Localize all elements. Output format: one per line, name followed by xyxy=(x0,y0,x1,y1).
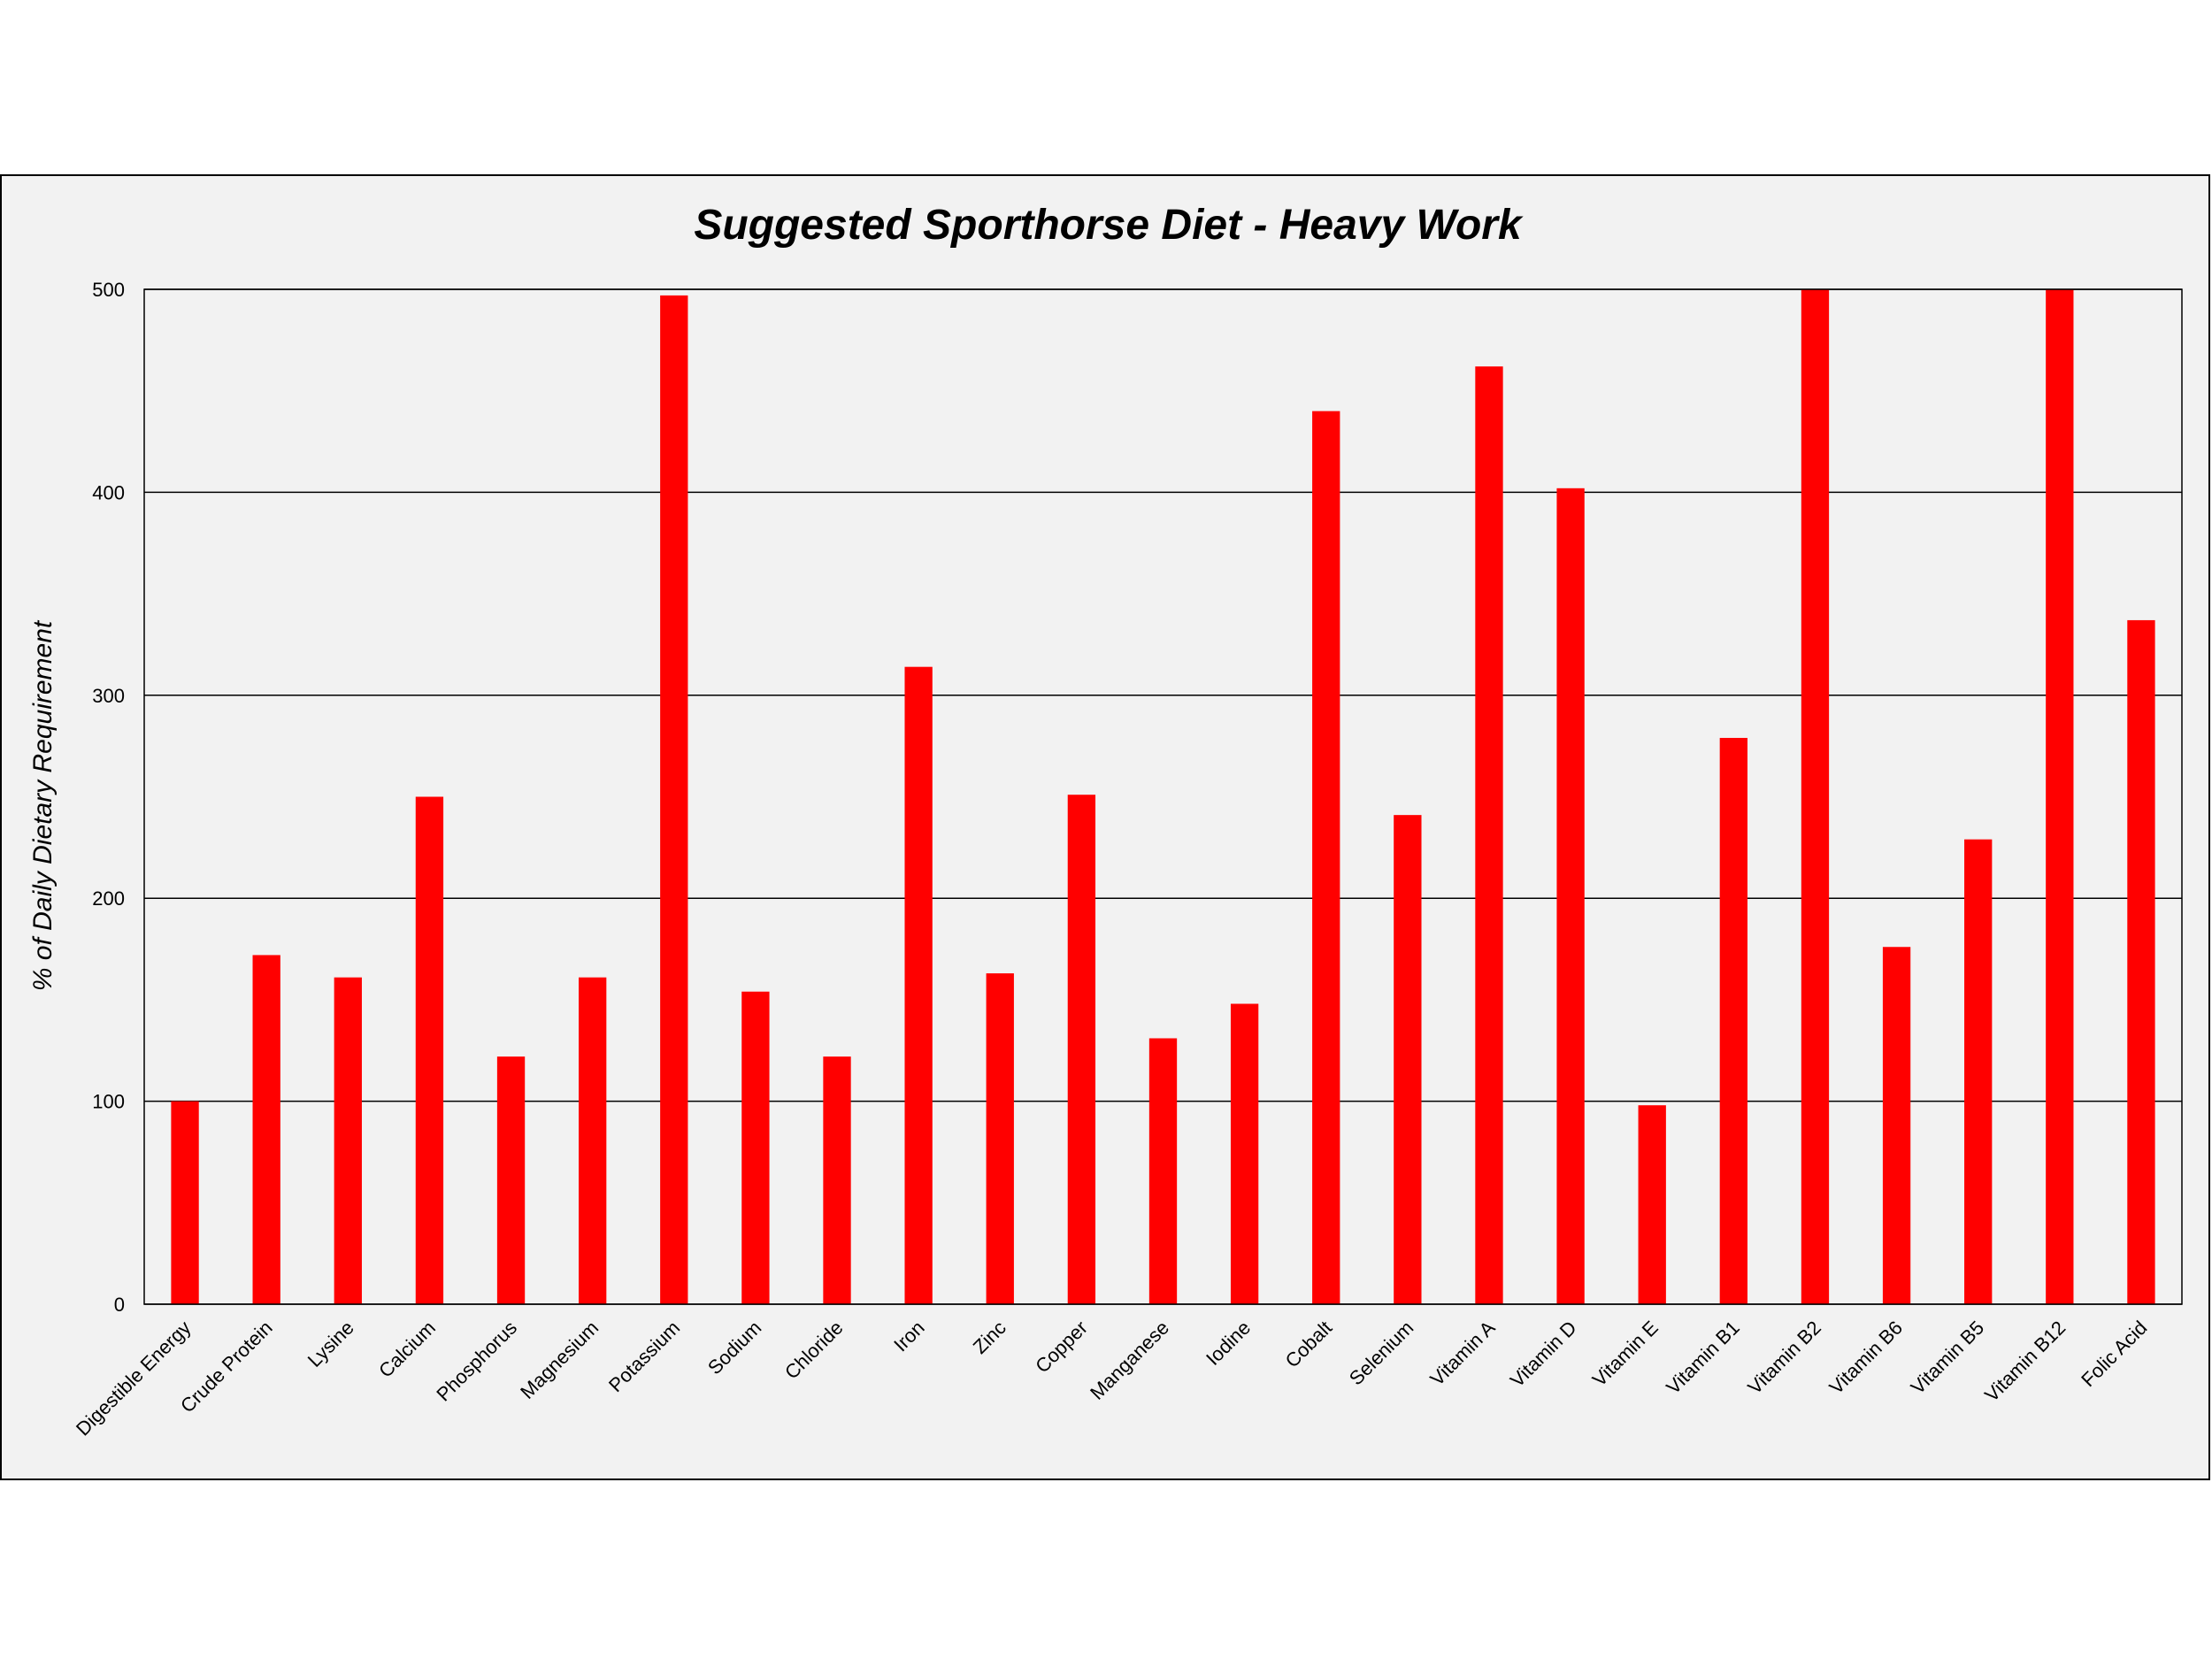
bar-lysine xyxy=(334,977,362,1304)
bar-vitamin-b5 xyxy=(1964,839,1993,1304)
bar-digestible-energy xyxy=(171,1101,199,1304)
x-tick-label: Vitamin B6 xyxy=(1824,1317,1907,1399)
x-tick-label: Potassium xyxy=(604,1317,684,1396)
x-tick-label: Chloride xyxy=(780,1317,848,1384)
y-tick-label: 400 xyxy=(92,481,125,503)
bar-zinc xyxy=(986,973,1014,1304)
x-tick-label: Vitamin B12 xyxy=(1980,1317,2070,1406)
x-tick-label: Cobalt xyxy=(1281,1317,1337,1372)
bar-calcium xyxy=(415,796,444,1304)
bar-chart: Suggested Sporthorse Diet - Heavy Work %… xyxy=(28,202,2183,1440)
bar-cobalt xyxy=(1312,411,1340,1304)
chart-area: Suggested Sporthorse Diet - Heavy Work %… xyxy=(0,174,2210,1480)
y-tick-label: 100 xyxy=(92,1091,125,1113)
plot-border xyxy=(143,288,2183,1305)
bar-iron xyxy=(904,666,933,1304)
bar-chloride xyxy=(823,1056,851,1304)
y-tick-label: 0 xyxy=(114,1294,125,1316)
x-tick-label: Iron xyxy=(889,1317,928,1356)
x-tick-label: Copper xyxy=(1031,1317,1092,1378)
x-tick-label: Iodine xyxy=(1202,1317,1255,1370)
bar-vitamin-d xyxy=(1556,488,1585,1304)
bar-vitamin-b6 xyxy=(1882,947,1911,1304)
bar-phosphorus xyxy=(496,1056,526,1304)
y-tick-label: 500 xyxy=(92,279,125,301)
x-tick-label: Vitamin D xyxy=(1506,1317,1581,1392)
x-tick-label: Phosphorus xyxy=(432,1317,521,1406)
bar-manganese xyxy=(1148,1038,1178,1304)
bar-iodine xyxy=(1230,1003,1259,1304)
chart-title: Suggested Sporthorse Diet - Heavy Work xyxy=(694,202,1524,249)
x-tick-label: Vitamin B5 xyxy=(1907,1317,1989,1399)
x-tick-label: Lysine xyxy=(303,1317,358,1371)
x-tick-label: Sodium xyxy=(703,1317,765,1379)
x-tick-label: Digestible Energy xyxy=(72,1317,196,1440)
bar-vitamin-e xyxy=(1638,1105,1666,1304)
y-axis-ticks: 0 100 200 300 400 500 xyxy=(92,279,125,1316)
x-tick-label: Magnesium xyxy=(516,1317,603,1403)
bar-potassium xyxy=(660,295,688,1304)
bars xyxy=(171,289,2155,1304)
bar-sodium xyxy=(741,991,770,1304)
bar-vitamin-b1 xyxy=(1719,737,1748,1304)
x-tick-label: Vitamin A xyxy=(1425,1317,1499,1390)
y-axis-label: % of Daily Dietary Requirement xyxy=(28,619,58,991)
plot-border-rect xyxy=(143,288,2183,1305)
x-tick-label: Vitamin E xyxy=(1588,1317,1663,1391)
x-tick-label: Selenium xyxy=(1345,1317,1418,1390)
bar-vitamin-a xyxy=(1475,366,1503,1304)
bar-selenium xyxy=(1394,815,1422,1304)
x-tick-label: Folic Acid xyxy=(2077,1317,2151,1391)
bar-vitamin-b12 xyxy=(2046,289,2074,1304)
bar-crude-protein xyxy=(252,955,280,1304)
x-tick-label: Vitamin B2 xyxy=(1743,1317,1825,1399)
y-tick-label: 300 xyxy=(92,685,125,707)
bar-folic-acid xyxy=(2127,619,2155,1304)
bar-copper xyxy=(1067,795,1096,1304)
bar-magnesium xyxy=(578,977,607,1304)
x-tick-label: Manganese xyxy=(1086,1317,1173,1404)
x-tick-label: Calcium xyxy=(374,1317,440,1382)
x-tick-label: Vitamin B1 xyxy=(1662,1317,1744,1399)
bar-vitamin-b2 xyxy=(1801,289,1830,1304)
x-tick-label: Zinc xyxy=(969,1317,1010,1358)
y-tick-label: 200 xyxy=(92,887,125,910)
